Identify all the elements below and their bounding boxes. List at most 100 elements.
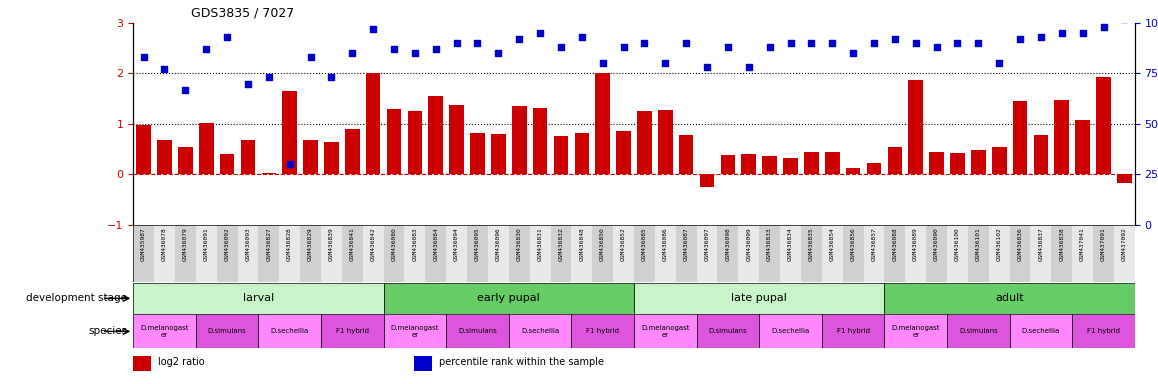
Bar	[658, 110, 673, 174]
Text: species: species	[88, 326, 127, 336]
Text: GSM436084: GSM436084	[433, 227, 438, 261]
Bar	[446, 225, 467, 282]
Text: GSM436083: GSM436083	[412, 227, 417, 261]
Bar	[616, 131, 631, 174]
Text: F1 hybrid: F1 hybrid	[336, 328, 368, 334]
Bar	[804, 152, 819, 174]
Bar	[1072, 225, 1093, 282]
Bar	[408, 111, 423, 174]
Text: D.sechellia: D.sechellia	[1021, 328, 1060, 334]
Point	[719, 44, 738, 50]
Point	[176, 86, 195, 93]
Text: early pupal: early pupal	[477, 293, 540, 303]
Text: development stage: development stage	[27, 293, 127, 303]
Bar	[633, 283, 885, 314]
Bar	[571, 225, 592, 282]
Bar	[676, 225, 697, 282]
Point	[948, 40, 967, 46]
Bar	[387, 109, 402, 174]
Bar	[1072, 314, 1135, 348]
Text: D.simulans: D.simulans	[959, 328, 998, 334]
Text: GSM436092: GSM436092	[225, 227, 229, 261]
Bar	[699, 174, 714, 187]
Text: GSM436833: GSM436833	[767, 227, 772, 261]
Bar	[262, 173, 276, 174]
Bar	[885, 283, 1135, 314]
Bar	[300, 225, 321, 282]
Bar	[760, 225, 780, 282]
Text: larval: larval	[243, 293, 274, 303]
Bar	[1117, 174, 1131, 183]
Bar	[762, 156, 777, 174]
Bar	[679, 135, 694, 174]
Bar	[345, 129, 360, 174]
Bar	[741, 154, 756, 174]
Bar	[887, 147, 902, 174]
Point	[530, 30, 549, 36]
Text: GSM436852: GSM436852	[621, 227, 626, 261]
Bar	[1114, 225, 1135, 282]
Bar	[133, 225, 154, 282]
Bar	[508, 225, 529, 282]
Text: GSM436088: GSM436088	[893, 227, 897, 261]
Text: GSM436100: GSM436100	[955, 227, 960, 261]
Bar	[885, 314, 947, 348]
Bar	[655, 225, 676, 282]
Bar	[157, 141, 171, 174]
Bar	[279, 225, 300, 282]
Text: GSM437041: GSM437041	[1080, 227, 1085, 261]
Bar	[196, 225, 217, 282]
Point	[677, 40, 696, 46]
Text: D.simulans: D.simulans	[709, 328, 747, 334]
Text: GSM436841: GSM436841	[350, 227, 354, 261]
Bar	[491, 134, 506, 174]
Bar	[1093, 225, 1114, 282]
Point	[761, 44, 779, 50]
Bar	[512, 106, 527, 174]
Text: GSM436838: GSM436838	[1060, 227, 1064, 261]
Bar	[595, 73, 610, 174]
Bar	[241, 141, 255, 174]
Point	[551, 44, 570, 50]
Bar	[1010, 314, 1072, 348]
Bar	[866, 163, 881, 174]
Point	[636, 40, 654, 46]
Bar	[783, 158, 798, 174]
Text: GSM436836: GSM436836	[1018, 227, 1023, 261]
Point	[364, 26, 382, 32]
Point	[907, 40, 925, 46]
Bar	[178, 147, 192, 174]
Text: GSM436089: GSM436089	[914, 227, 918, 261]
Bar	[470, 133, 485, 174]
Bar	[1055, 100, 1069, 174]
Bar	[968, 225, 989, 282]
Point	[1011, 36, 1029, 42]
Bar	[697, 225, 718, 282]
Text: GSM436837: GSM436837	[1039, 227, 1043, 261]
Bar	[1010, 225, 1031, 282]
Point	[823, 40, 842, 46]
Text: GSM436096: GSM436096	[496, 227, 501, 261]
Text: GSM437091: GSM437091	[1101, 227, 1106, 261]
Point	[384, 46, 403, 52]
Text: GSM436830: GSM436830	[516, 227, 522, 261]
Point	[969, 40, 988, 46]
Text: F1 hybrid: F1 hybrid	[586, 328, 620, 334]
Point	[928, 44, 946, 50]
Bar	[446, 314, 508, 348]
Bar	[324, 142, 339, 174]
Bar	[864, 225, 885, 282]
Bar	[720, 155, 735, 174]
Bar	[824, 152, 840, 174]
Bar	[133, 356, 152, 371]
Point	[614, 44, 632, 50]
Point	[657, 60, 675, 66]
Bar	[1013, 101, 1027, 174]
Bar	[571, 314, 635, 348]
Bar	[362, 225, 383, 282]
Bar	[428, 96, 444, 174]
Bar	[633, 314, 697, 348]
Text: log2 ratio: log2 ratio	[159, 358, 205, 367]
Text: GSM436835: GSM436835	[809, 227, 814, 261]
Text: GSM436098: GSM436098	[725, 227, 731, 261]
